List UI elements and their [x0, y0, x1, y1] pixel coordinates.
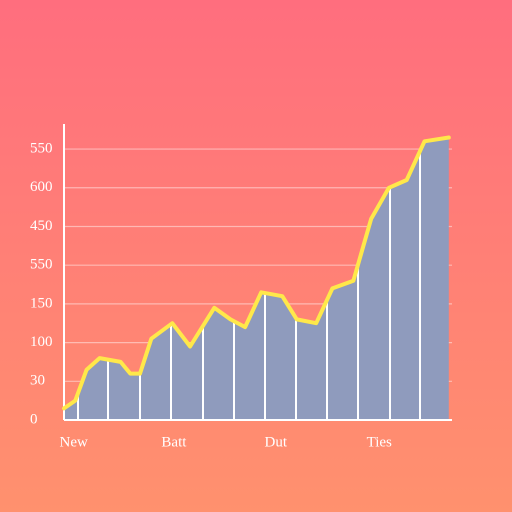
x-tick-label: Dut	[265, 434, 288, 450]
line	[62, 135, 451, 411]
y-tick-label: 600	[30, 179, 53, 195]
y-tick-label: 0	[30, 411, 38, 427]
y-tick-label: 550	[30, 257, 53, 273]
x-tick-label: Ties	[367, 434, 392, 450]
y-tick-label: 150	[30, 295, 53, 311]
x-tick-label: New	[60, 434, 88, 450]
y-tick-label: 450	[30, 218, 53, 234]
y-tick-label: 30	[30, 373, 45, 389]
y-tick-label: 550	[30, 141, 53, 157]
x-tick-label: Batt	[161, 434, 187, 450]
y-tick-label: 100	[30, 334, 53, 350]
area	[64, 137, 449, 420]
